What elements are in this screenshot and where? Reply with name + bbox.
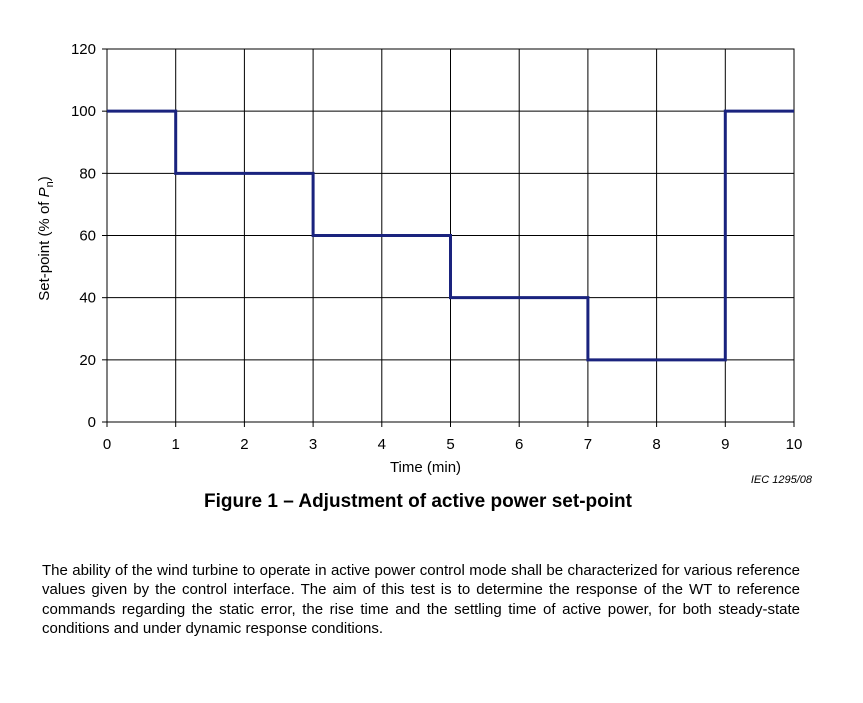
y-tick-label: 20 — [79, 352, 96, 369]
y-tick-label: 0 — [88, 414, 96, 431]
x-tick-labels: 0 1 2 3 4 5 6 7 8 9 10 — [103, 436, 803, 453]
y-axis-label-sub: n — [44, 181, 56, 187]
series-line — [107, 109, 794, 362]
axis-ticks — [102, 48, 795, 427]
y-tick-label: 60 — [79, 228, 96, 245]
y-tick-label: 40 — [79, 290, 96, 307]
y-axis-label-var: P — [36, 187, 53, 197]
y-tick-label: 100 — [71, 103, 96, 120]
x-tick-label: 0 — [103, 436, 111, 453]
y-axis-label-prefix: Set-point (% of — [36, 197, 53, 300]
x-tick-label: 5 — [446, 436, 454, 453]
x-axis-label: Time (min) — [390, 459, 461, 476]
x-tick-label: 8 — [652, 436, 660, 453]
x-tick-label: 3 — [309, 436, 317, 453]
x-tick-label: 9 — [721, 436, 729, 453]
x-tick-label: 7 — [584, 436, 592, 453]
x-tick-label: 1 — [172, 436, 180, 453]
y-tick-label: 120 — [71, 41, 96, 58]
y-axis-label: Set-point (% of Pn) — [36, 176, 56, 301]
figure-reference: IEC 1295/08 — [750, 474, 812, 486]
y-axis-label-suffix: ) — [36, 176, 53, 181]
y-tick-label: 80 — [79, 165, 96, 182]
body-paragraph: The ability of the wind turbine to opera… — [42, 562, 800, 637]
x-tick-label: 4 — [378, 436, 386, 453]
figure-caption: Figure 1 – Adjustment of active power se… — [204, 491, 632, 512]
x-tick-label: 2 — [240, 436, 248, 453]
y-tick-labels: 0 20 40 60 80 100 120 — [71, 41, 96, 431]
x-tick-label: 6 — [515, 436, 523, 453]
x-tick-label: 10 — [786, 436, 803, 453]
